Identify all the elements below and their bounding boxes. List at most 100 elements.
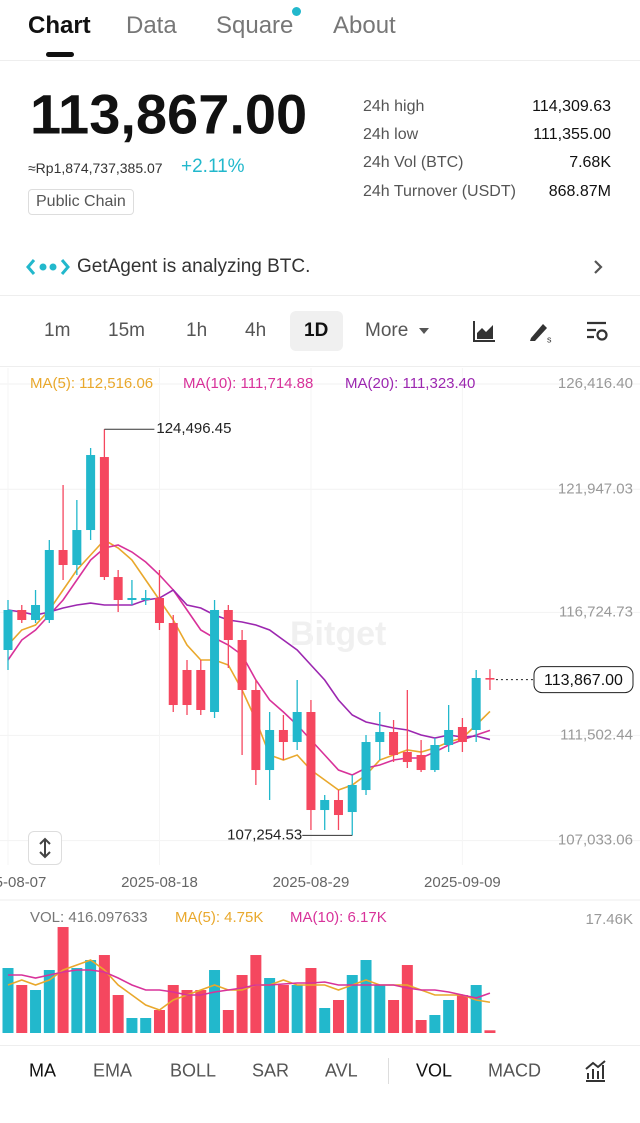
volume-bar	[2, 968, 14, 1033]
indicator[interactable]: MA	[29, 1060, 56, 1081]
volume-bar	[456, 995, 468, 1033]
low-label: 107,254.53	[227, 826, 302, 843]
tab[interactable]: Chart	[28, 12, 91, 39]
fiat-price: ≈Rp1,874,737,385.07	[28, 160, 163, 176]
candle-body	[182, 669, 192, 706]
svg-text:s: s	[547, 334, 552, 344]
volume-bar	[71, 968, 83, 1033]
indicator[interactable]: EMA	[93, 1060, 133, 1081]
candle-body	[154, 598, 164, 624]
volume-bar	[236, 975, 248, 1033]
volume-bar	[222, 1010, 234, 1033]
agent-icon	[26, 259, 70, 275]
draw-icon[interactable]: s	[527, 318, 553, 344]
candle-body	[347, 785, 357, 813]
scale-button[interactable]	[28, 831, 62, 865]
candle-body	[375, 731, 385, 743]
legend-entry: MA(10): 111,714.88	[183, 375, 313, 392]
volume-bar	[443, 1000, 455, 1033]
x-tick-label: 2025-08-07	[0, 874, 46, 891]
candle-body	[168, 623, 178, 706]
agent-text[interactable]: GetAgent is analyzing BTC.	[77, 256, 311, 277]
volume-bar	[429, 1015, 441, 1033]
candle-body	[237, 640, 247, 690]
tab[interactable]: About	[333, 12, 396, 39]
settings-icon[interactable]	[584, 318, 610, 344]
volume-bar	[415, 1019, 427, 1033]
scale-icon	[39, 837, 51, 859]
volume-bar	[126, 1017, 138, 1033]
volume-bar	[401, 965, 413, 1033]
timeframe[interactable]: 15m	[108, 320, 145, 341]
x-tick-label: 2025-08-29	[273, 874, 350, 891]
stat-value: 868.87M	[548, 183, 611, 200]
more[interactable]: More	[365, 320, 409, 341]
indicator[interactable]: BOLL	[170, 1060, 217, 1081]
candle-body	[44, 549, 54, 621]
stat-label: 24h Turnover (USDT)	[363, 183, 516, 200]
indicator[interactable]: VOL	[416, 1060, 453, 1081]
stat-label: 24h high	[363, 98, 425, 115]
volume-bar	[388, 1000, 400, 1033]
legend-entry: MA(10): 6.17K	[290, 909, 387, 926]
candle-body	[402, 751, 412, 763]
selected-bg	[290, 311, 343, 351]
tab-underline	[46, 52, 74, 57]
timeframe[interactable]: 1D	[304, 320, 329, 341]
volume-bar	[85, 960, 97, 1033]
tab[interactable]: Square	[216, 12, 294, 39]
chart-type-icon[interactable]	[471, 318, 497, 344]
volume-bar	[360, 960, 372, 1033]
divider	[0, 295, 640, 296]
stat-value: 111,355.00	[533, 126, 611, 143]
divider	[0, 366, 640, 367]
y-tick-label: 126,416.40	[558, 375, 633, 392]
candle-body	[72, 530, 82, 566]
high-label: 124,496.45	[156, 420, 231, 437]
indicator[interactable]: MACD	[488, 1060, 541, 1081]
watermark: Bitget	[290, 615, 386, 653]
candle-body	[471, 678, 481, 730]
candle-body	[251, 689, 261, 771]
timeframe[interactable]: 1m	[44, 320, 71, 341]
ma-line	[7, 544, 491, 776]
volume-bar	[98, 955, 110, 1033]
indicator[interactable]: SAR	[252, 1060, 290, 1081]
volume-bar	[346, 975, 358, 1033]
stat-value: 7.68K	[569, 154, 611, 171]
indicator-settings[interactable]	[583, 1059, 607, 1083]
indicator[interactable]: AVL	[325, 1060, 358, 1081]
candle-body	[306, 711, 316, 811]
last-price-box	[533, 666, 634, 694]
stat-label: 24h Vol (BTC)	[363, 154, 464, 171]
ma-line	[7, 588, 491, 741]
volume-bar	[30, 990, 42, 1033]
x-tick-label: 2025-09-09	[424, 874, 501, 891]
volume-title: VOL: 416.097633	[30, 909, 148, 926]
caret	[419, 328, 429, 334]
candle-body	[292, 711, 302, 743]
divider	[0, 60, 640, 61]
volume-bar	[470, 985, 482, 1033]
volume-ma-line	[7, 959, 491, 1011]
chevron[interactable]	[592, 259, 604, 275]
candle-body	[416, 755, 426, 771]
volume-bar	[57, 927, 69, 1033]
last-price: 113,867.00	[30, 82, 308, 146]
candle-body	[210, 609, 220, 712]
candle-body	[430, 745, 440, 771]
tag: Public Chain	[28, 189, 134, 215]
volume-bar	[484, 1030, 496, 1033]
candle-body	[361, 742, 371, 791]
legend-entry: MA(5): 4.75K	[175, 909, 263, 926]
candle-body	[86, 455, 96, 531]
candle-body	[3, 609, 13, 650]
separator	[388, 1058, 389, 1084]
timeframe[interactable]: 1h	[186, 320, 208, 341]
y-tick-label: 116,724.73	[559, 603, 633, 620]
volume-bar	[140, 1017, 152, 1033]
tab[interactable]: Data	[126, 12, 177, 39]
timeframe[interactable]: 4h	[245, 320, 267, 341]
volume-ma-line	[8, 969, 491, 999]
